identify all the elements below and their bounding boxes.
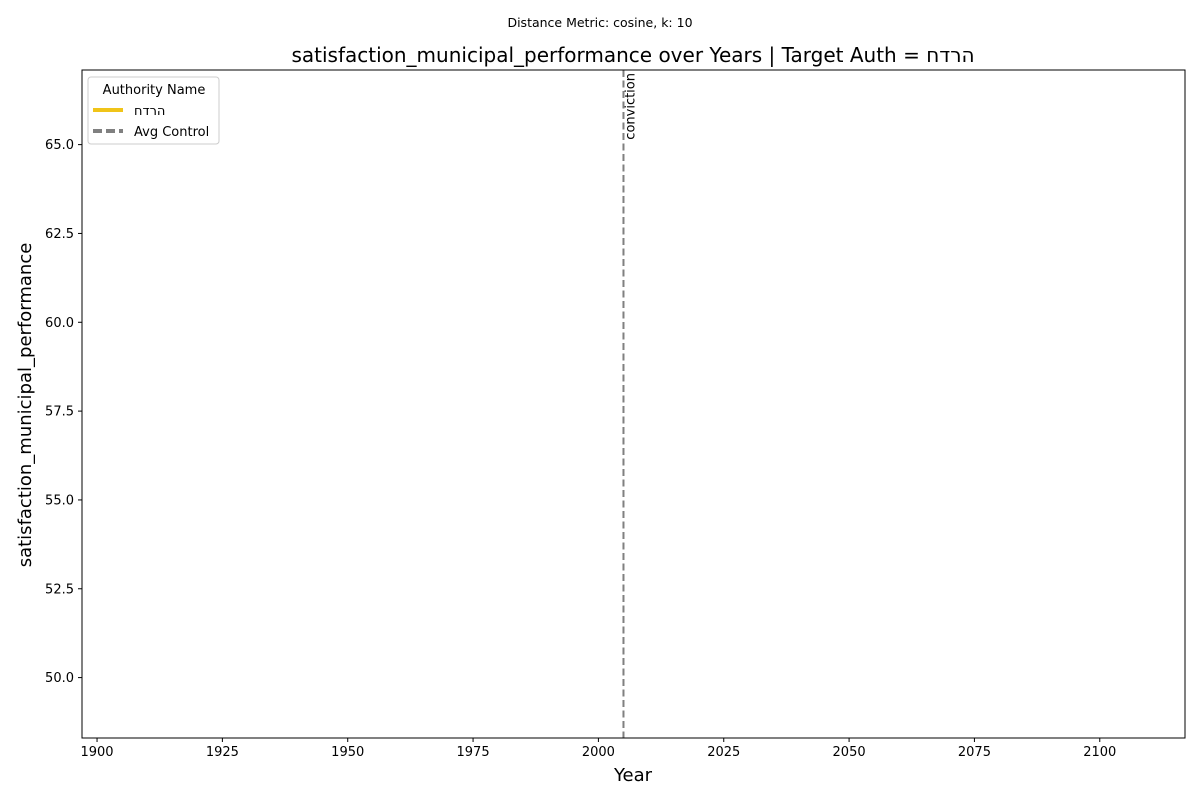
legend-title: Authority Name [103, 83, 206, 98]
x-tick-label: 2075 [958, 745, 991, 760]
legend: Authority Name הרדח Avg Control [88, 77, 219, 144]
x-tick-label: 1925 [206, 745, 239, 760]
x-axis-label: Year [613, 765, 653, 786]
chart-title: satisfaction_municipal_performance over … [291, 43, 974, 67]
x-tick-label: 1975 [457, 745, 490, 760]
vline-group: conviction [623, 70, 638, 738]
y-tick-label: 50.0 [45, 671, 74, 686]
y-tick-label: 65.0 [45, 138, 74, 153]
y-tick-label: 60.0 [45, 316, 74, 331]
x-tick-label: 1950 [331, 745, 364, 760]
y-axis-ticks: 50.0 52.5 55.0 57.5 60.0 62.5 65.0 [45, 138, 82, 686]
chart-suptitle: Distance Metric: cosine, k: 10 [507, 15, 692, 30]
x-tick-label: 2050 [833, 745, 866, 760]
vline-label: conviction [623, 73, 638, 140]
x-tick-label: 2000 [582, 745, 615, 760]
legend-label-target: הרדח [134, 104, 165, 119]
y-tick-label: 57.5 [45, 405, 74, 420]
y-axis-label: satisfaction_municipal_performance [15, 243, 36, 568]
x-tick-label: 2025 [707, 745, 740, 760]
y-tick-label: 52.5 [45, 582, 74, 597]
y-tick-label: 55.0 [45, 493, 74, 508]
x-axis-ticks: 1900 1925 1950 1975 2000 2025 2050 2075 2100 [80, 738, 1116, 760]
y-tick-label: 62.5 [45, 227, 74, 242]
plot-frame [82, 70, 1185, 738]
x-tick-label: 1900 [80, 745, 113, 760]
legend-label-avg-control: Avg Control [134, 125, 209, 140]
x-tick-label: 2100 [1083, 745, 1116, 760]
